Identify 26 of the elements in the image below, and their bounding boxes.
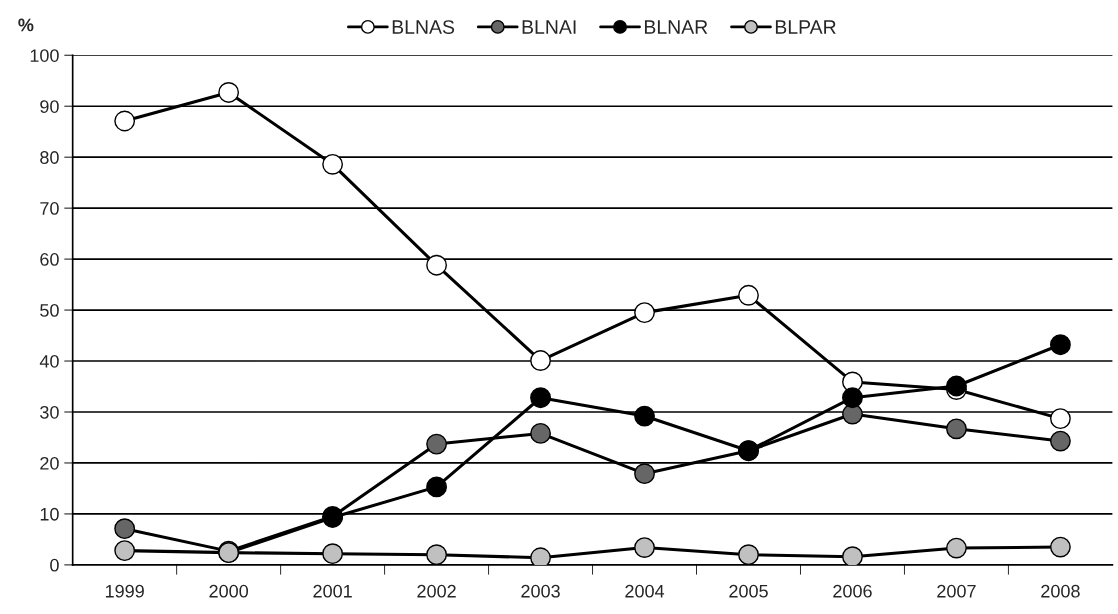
x-tick-label: 2000 <box>209 584 249 598</box>
y-tick-label: 30 <box>40 405 59 419</box>
legend-label: BLNAR <box>644 20 708 34</box>
y-tick-label: 50 <box>40 304 59 317</box>
y-tick-label: 100 <box>30 49 59 62</box>
x-tick-label: 1999 <box>105 584 144 598</box>
y-tick-label: 20 <box>40 456 59 470</box>
y-tick-label: 10 <box>40 507 59 521</box>
y-tick-label: 0 <box>50 558 59 572</box>
legend-label: BLNAI <box>522 20 576 34</box>
x-tick-label: 2005 <box>729 584 768 598</box>
legend-label: BLNAS <box>392 20 455 34</box>
y-tick-label: 40 <box>39 354 59 368</box>
x-tick-label: 2006 <box>833 584 872 598</box>
x-tick-label: 2003 <box>521 584 560 598</box>
x-tick-label: 2002 <box>417 584 456 598</box>
x-tick-label: 2004 <box>625 584 665 598</box>
x-tick-label: 2008 <box>1041 584 1080 598</box>
y-axis-title: % <box>18 18 34 32</box>
y-tick-label: 80 <box>40 151 59 164</box>
y-tick-label: 70 <box>40 202 59 215</box>
y-tick-label: 90 <box>40 100 59 113</box>
y-tick-label: 60 <box>40 253 59 266</box>
x-tick-label: 2001 <box>313 584 352 598</box>
x-tick-label: 2007 <box>937 584 976 598</box>
legend-label: BLPAR <box>775 20 836 34</box>
